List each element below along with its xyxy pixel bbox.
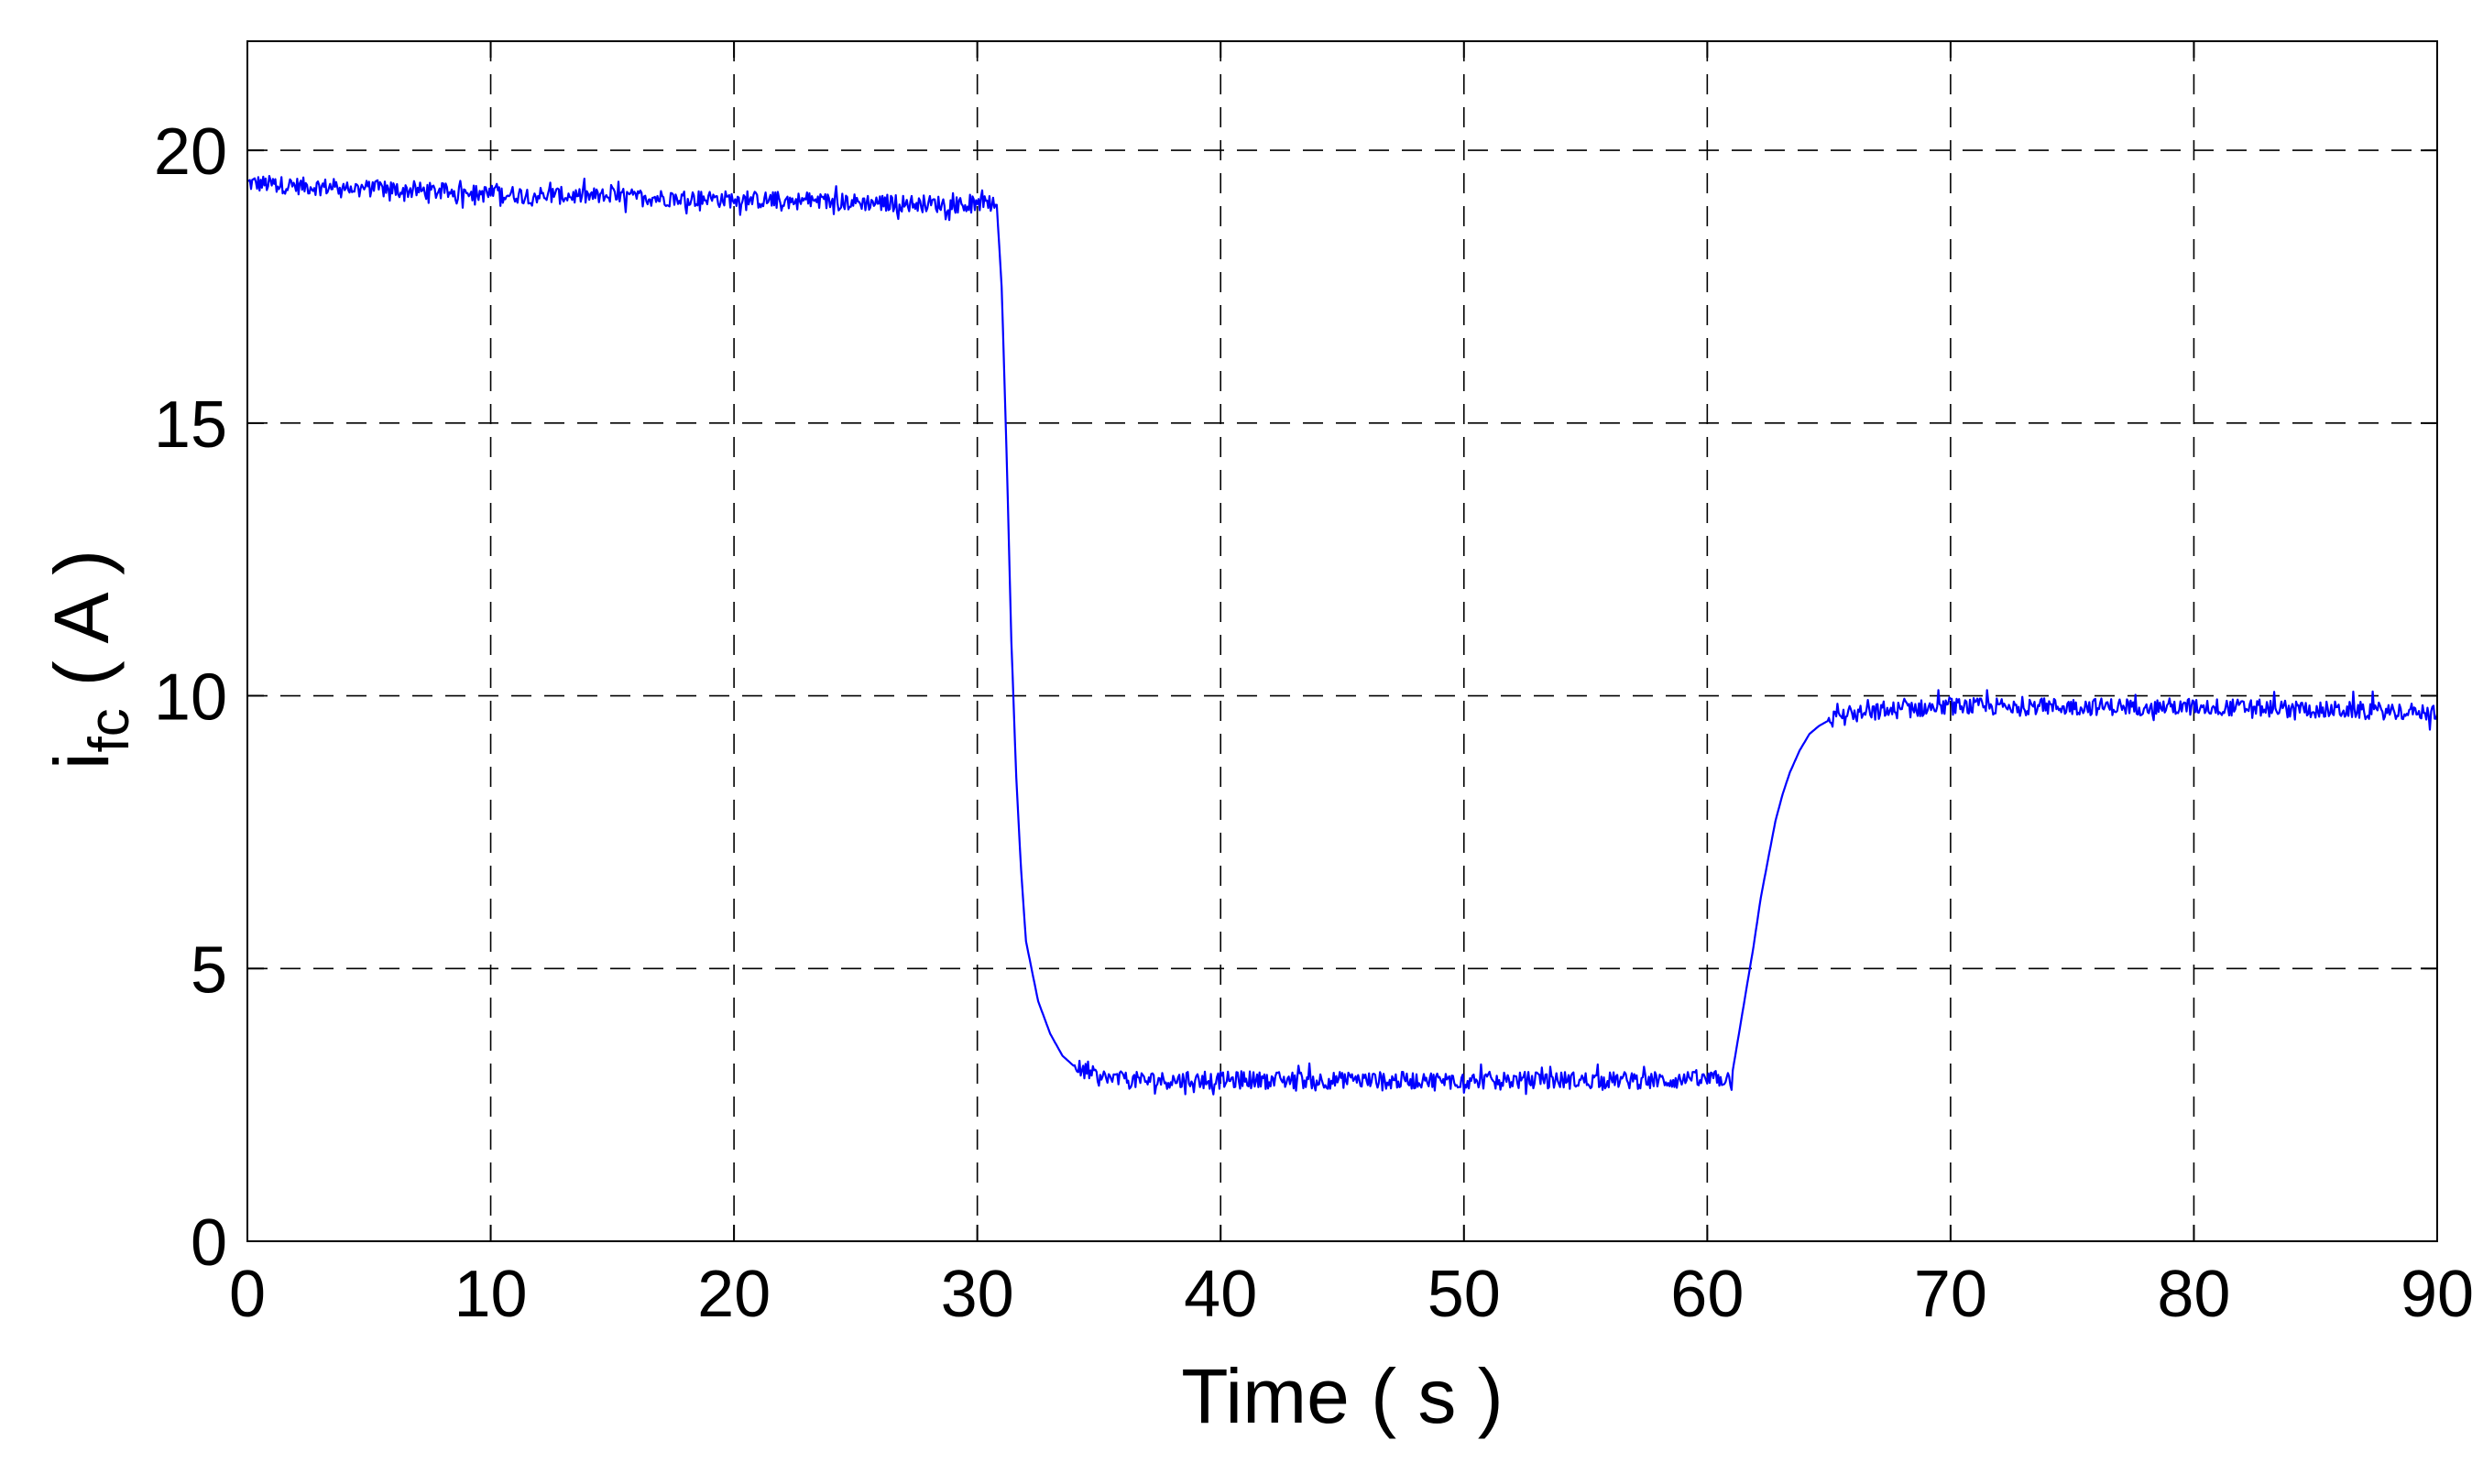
x-tick-label: 40	[1184, 1258, 1257, 1331]
y-tick-labels: 0 5 10 15 20	[154, 115, 227, 1280]
x-tick-label: 80	[2157, 1258, 2230, 1331]
x-tick-label: 50	[1427, 1258, 1501, 1331]
y-axis-label-main: i	[38, 752, 125, 769]
x-tick-label: 30	[941, 1258, 1014, 1331]
y-tick-label: 15	[154, 388, 227, 462]
x-tick-label: 70	[1914, 1258, 1987, 1331]
svg-text:ifc( A ): ifc ( A )	[38, 550, 141, 769]
x-axis-label: Time ( s )	[1181, 1353, 1504, 1439]
grid	[247, 41, 2437, 1241]
y-axis-label-subscript: fc	[78, 708, 141, 752]
x-tick-label: 60	[1670, 1258, 1744, 1331]
y-axis-label: ifc ( A )	[38, 550, 141, 769]
series-line	[246, 175, 2439, 1096]
y-axis-label-unit: ( A )	[38, 550, 125, 686]
y-tick-label: 5	[191, 933, 227, 1007]
x-tick-label: 0	[229, 1258, 266, 1331]
x-tick-labels: 0 10 20 30 40 50 60 70 80 90	[229, 1258, 2474, 1331]
plot-area	[247, 41, 2437, 1241]
x-tick-label: 90	[2401, 1258, 2474, 1331]
y-tick-label: 0	[191, 1206, 227, 1280]
y-tick-label: 20	[154, 115, 227, 189]
series-layer	[246, 175, 2439, 1096]
x-tick-label: 10	[454, 1258, 528, 1331]
ticks	[246, 41, 2438, 1242]
y-tick-label: 10	[154, 661, 227, 735]
plot-frame	[246, 40, 2438, 1242]
x-tick-label: 20	[697, 1258, 771, 1331]
